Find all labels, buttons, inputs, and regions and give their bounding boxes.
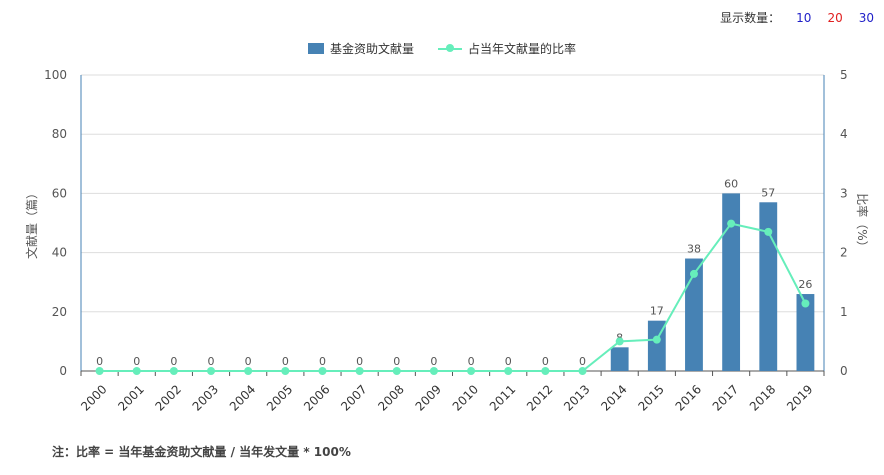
bar-data-label: 0 [133,355,140,368]
display-count-option-10[interactable]: 10 [796,10,812,25]
ratio-point [355,367,364,375]
display-count-option-30[interactable]: 30 [858,10,874,25]
x-tick-label: 2012 [524,382,555,413]
legend-item-line[interactable]: 占当年文献量的比率 [438,40,576,57]
ratio-point [727,219,736,228]
x-tick-label: 2015 [635,382,666,413]
x-tick-label: 2007 [338,382,369,413]
ratio-point [467,367,476,375]
legend-line-swatch [438,43,462,54]
ratio-point [764,227,773,236]
x-tick-label: 2002 [152,382,183,413]
bar-data-label: 0 [430,355,437,368]
y2-tick-label: 3 [840,186,848,200]
bar [759,202,778,371]
y-tick-label: 60 [52,186,67,200]
x-tick-label: 2005 [264,382,295,413]
bar [796,294,815,371]
ratio-point [578,367,587,375]
display-count-label: 显示数量： [720,11,781,25]
bar-data-label: 0 [170,355,177,368]
y2-tick-label: 5 [840,68,848,82]
ratio-point [541,367,550,375]
y-tick-label: 100 [44,68,67,82]
bar-data-label: 26 [798,278,812,291]
y-axis-title: 文献量（篇） [24,187,39,259]
x-tick-label: 2006 [301,382,332,413]
bar-data-label: 0 [96,355,103,368]
ratio-point [207,367,216,375]
ratio-point [95,367,104,375]
legend-bar-swatch [307,43,324,54]
x-tick-label: 2008 [375,382,406,413]
x-tick-label: 2019 [784,382,815,413]
display-count-selector: 显示数量： 10 20 30 [720,9,874,26]
bar-data-label: 0 [208,355,215,368]
legend-item-bar[interactable]: 基金资助文献量 [307,40,414,57]
ratio-point [281,367,290,375]
ratio-point [504,367,513,375]
x-tick-label: 2018 [747,382,778,413]
x-tick-label: 2003 [190,382,221,413]
y2-axis-title: 比率（%） [855,193,870,252]
bar-data-label: 0 [245,355,252,368]
ratio-line [99,222,807,372]
bar-data-label: 0 [579,355,586,368]
y-tick-label: 20 [52,305,67,319]
ratio-point [801,299,810,308]
bar-data-label: 60 [724,177,738,190]
y2-tick-label: 2 [840,246,848,260]
bar [610,347,629,371]
ratio-point [392,367,401,375]
bar-data-label: 17 [650,305,664,318]
bar-data-label: 57 [761,186,775,199]
y-tick-label: 40 [52,246,67,260]
ratio-point [169,367,178,375]
bar-data-label: 0 [319,355,326,368]
x-tick-label: 2010 [450,382,481,413]
ratio-point [689,269,698,278]
x-tick-label: 2016 [673,382,704,413]
bar-data-label: 38 [687,243,701,256]
x-tick-label: 2014 [598,382,629,413]
y-tick-label: 80 [52,127,67,141]
legend-bar-label: 基金资助文献量 [329,42,414,56]
bar-data-label: 0 [505,355,512,368]
legend-line-label: 占当年文献量的比率 [468,42,577,56]
bar [722,193,741,371]
y2-tick-label: 4 [840,127,848,141]
ratio-point [244,367,253,375]
bar [685,258,703,371]
y-tick-label: 0 [59,364,67,378]
x-tick-label: 2000 [78,382,109,413]
x-tick-label: 2004 [227,382,258,413]
bar-data-label: 0 [468,355,475,368]
x-tick-label: 2017 [710,382,741,413]
x-tick-label: 2001 [115,382,146,413]
x-tick-label: 2013 [561,382,592,413]
ratio-point [318,367,327,375]
ratio-point [132,367,141,375]
x-tick-label: 2009 [413,382,444,413]
bar-data-label: 0 [282,355,289,368]
chart-legend: 基金资助文献量 占当年文献量的比率 [0,40,884,57]
display-count-option-20[interactable]: 20 [827,10,843,25]
y2-tick-label: 1 [840,305,848,319]
ratio-point [615,337,624,346]
chart-footnote: 注：比率 = 当年基金资助文献量 / 当年发文量 * 100% [52,445,351,459]
bar-data-label: 0 [542,355,549,368]
bar-data-label: 0 [393,355,400,368]
y2-tick-label: 0 [840,364,848,378]
ratio-point [652,335,661,344]
ratio-point [429,367,438,375]
bar-data-label: 0 [356,355,363,368]
x-tick-label: 2011 [487,382,518,413]
